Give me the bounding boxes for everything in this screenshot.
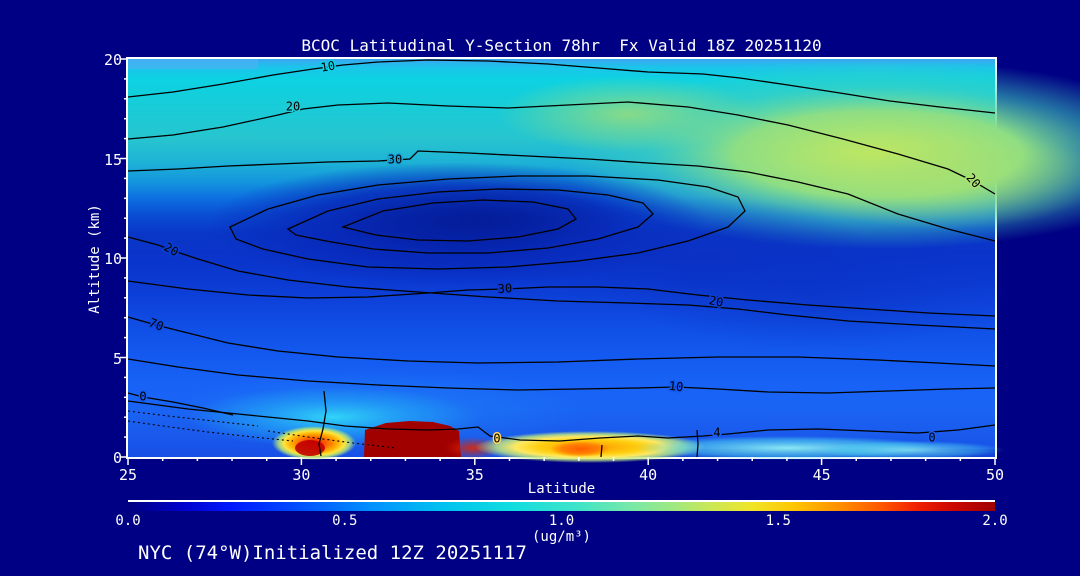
x-tick-label: 40 (639, 466, 658, 484)
y-tick-label: 0 (112, 449, 122, 467)
y-tick-label: 20 (103, 51, 122, 69)
colorbar-unit-label: (ug/m³) (531, 529, 591, 545)
colorbar-tick-label: 0.0 (115, 513, 141, 529)
x-tick-label: 35 (465, 466, 484, 484)
contour-label: 70 (147, 315, 166, 333)
contour-label: 20 (286, 100, 300, 114)
y-tick-label: 15 (103, 150, 122, 169)
x-axis-title: Latitude (527, 481, 596, 497)
contour-label: 30 (497, 281, 512, 296)
contour-label: 0 (493, 432, 500, 446)
colorbar-tick-label: 2.0 (982, 513, 1008, 529)
colorbar-tick-label: 1.5 (765, 513, 791, 529)
y-tick-label: 10 (103, 250, 122, 268)
x-tick-label: 25 (118, 466, 138, 484)
contour-label: 10 (320, 58, 337, 74)
x-tick-label: 45 (812, 466, 831, 484)
plot-area: 10 20 30 20 20 70 30 20 10 0 0 4 0 (120, 57, 1080, 465)
colorbar-tick-label: 0.5 (332, 513, 358, 529)
contour-lines (127, 59, 996, 458)
colorbar-tick-label: 1.0 (548, 513, 575, 529)
y-tick-label: 5 (112, 349, 122, 368)
chart-title: BCOC Latitudinal Y-Section 78hr Fx Valid… (301, 36, 822, 55)
x-tick-label: 50 (985, 466, 1005, 484)
contour-label: 0 (928, 431, 935, 445)
contour-label: 20 (708, 293, 725, 310)
colorbar-gradient (128, 500, 995, 511)
footer-caption: NYC (74°W)Initialized 12Z 20251117 (138, 542, 527, 564)
x-tick-label: 30 (292, 466, 311, 484)
filled-contours (128, 59, 1080, 463)
contour-label: 30 (388, 153, 402, 167)
contour-label: 4 (713, 426, 720, 440)
axis-ticks-layer (120, 58, 996, 465)
contour-label: 10 (668, 379, 684, 394)
contour-label: 0 (139, 390, 146, 404)
